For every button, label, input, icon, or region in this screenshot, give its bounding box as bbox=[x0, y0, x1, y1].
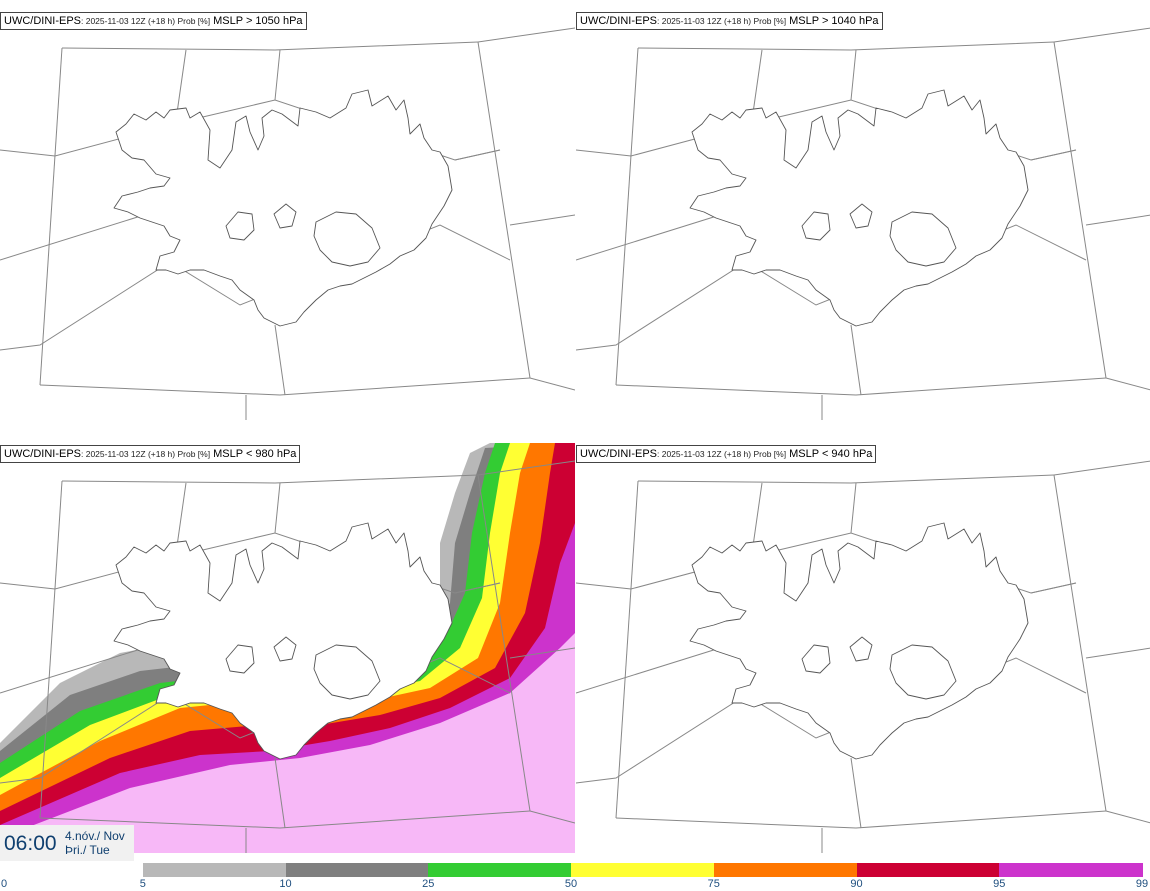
legend-swatch bbox=[571, 863, 715, 877]
legend-tick-label: 25 bbox=[422, 878, 435, 890]
map-canvas bbox=[0, 443, 575, 853]
legend-tick-label: 99 bbox=[1135, 878, 1149, 890]
legend-swatch bbox=[0, 863, 144, 877]
valid-date: 4.nóv./ Nov Þri./ Tue bbox=[65, 829, 125, 857]
legend-tick-label: 75 bbox=[707, 878, 720, 890]
parameter-label: MSLP > 1040 hPa bbox=[789, 15, 879, 27]
map-panel-mslp-lt-980: UWC/DINI-EPS: 2025-11-03 12Z (+18 h) Pro… bbox=[0, 433, 575, 853]
legend-tick-label: 90 bbox=[850, 878, 863, 890]
parameter-label: MSLP < 980 hPa bbox=[213, 448, 297, 460]
legend-swatch bbox=[713, 863, 858, 877]
panel-title: UWC/DINI-EPS: 2025-11-03 12Z (+18 h) Pro… bbox=[576, 445, 877, 463]
run-info: : 2025-11-03 12Z (+18 h) Prob [%] bbox=[81, 449, 211, 459]
run-info: : 2025-11-03 12Z (+18 h) Prob [%] bbox=[657, 449, 787, 459]
map-canvas bbox=[576, 27, 1150, 420]
map-canvas bbox=[576, 460, 1150, 853]
valid-date-line1: 4.nóv./ Nov bbox=[65, 829, 125, 843]
model-name: UWC/DINI-EPS bbox=[4, 448, 81, 460]
legend-swatch bbox=[285, 863, 430, 877]
legend-tick-label: 10 bbox=[279, 878, 292, 890]
legend-swatch bbox=[856, 863, 1001, 877]
valid-date-line2: Þri./ Tue bbox=[65, 843, 110, 857]
color-legend: 0 5 10 25 50 75 90 95 99 bbox=[0, 862, 1150, 891]
legend-swatch bbox=[428, 863, 572, 877]
valid-time: 06:00 bbox=[4, 832, 57, 855]
model-name: UWC/DINI-EPS bbox=[580, 448, 657, 460]
legend-tick-label: 50 bbox=[564, 878, 578, 890]
parameter-label: MSLP < 940 hPa bbox=[789, 448, 873, 460]
probability-shading bbox=[0, 443, 575, 853]
panel-title: UWC/DINI-EPS: 2025-11-03 12Z (+18 h) Pro… bbox=[0, 12, 307, 30]
run-info: : 2025-11-03 12Z (+18 h) Prob [%] bbox=[81, 16, 211, 26]
valid-time-box: 06:00 4.nóv./ Nov Þri./ Tue bbox=[0, 825, 134, 861]
parameter-label: MSLP > 1050 hPa bbox=[213, 15, 303, 27]
panel-title: UWC/DINI-EPS: 2025-11-03 12Z (+18 h) Pro… bbox=[0, 445, 301, 463]
legend-tick-label: 0 bbox=[0, 878, 8, 890]
legend-tick-label: 95 bbox=[993, 878, 1006, 890]
model-name: UWC/DINI-EPS bbox=[580, 15, 657, 27]
panel-title: UWC/DINI-EPS: 2025-11-03 12Z (+18 h) Pro… bbox=[576, 12, 883, 30]
legend-swatch bbox=[142, 863, 287, 877]
map-panel-mslp-gt-1050: UWC/DINI-EPS: 2025-11-03 12Z (+18 h) Pro… bbox=[0, 0, 575, 420]
legend-swatch bbox=[999, 863, 1143, 877]
run-info: : 2025-11-03 12Z (+18 h) Prob [%] bbox=[657, 16, 787, 26]
legend-tick-label: 5 bbox=[139, 878, 146, 890]
map-canvas bbox=[0, 27, 575, 420]
map-panel-mslp-gt-1040: UWC/DINI-EPS: 2025-11-03 12Z (+18 h) Pro… bbox=[576, 0, 1150, 420]
model-name: UWC/DINI-EPS bbox=[4, 15, 81, 27]
map-panel-mslp-lt-940: UWC/DINI-EPS: 2025-11-03 12Z (+18 h) Pro… bbox=[576, 433, 1150, 853]
